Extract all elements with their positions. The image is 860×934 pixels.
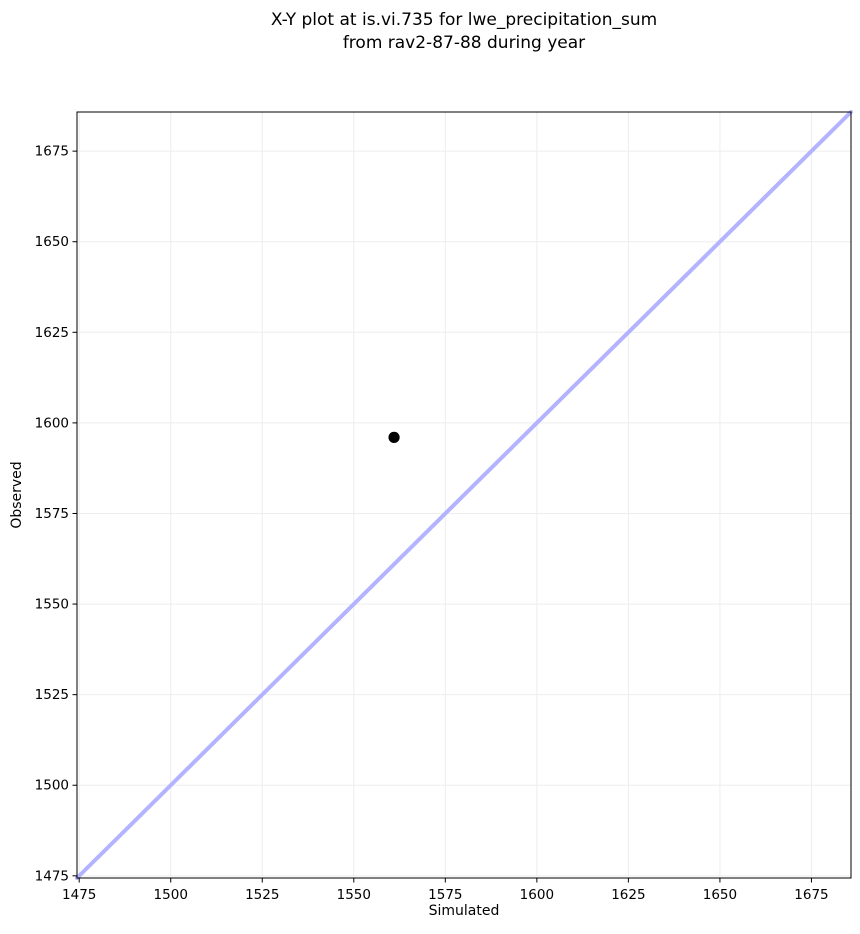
x-tick-label: 1625 xyxy=(611,887,645,903)
plot-border xyxy=(76,111,852,879)
y-tick-label: 1500 xyxy=(35,778,69,794)
data-point xyxy=(388,431,400,443)
x-axis-label: Simulated xyxy=(428,903,500,919)
x-tick-label: 1650 xyxy=(703,887,737,903)
y-tick-label: 1475 xyxy=(35,868,69,884)
y-tick-label: 1525 xyxy=(35,687,69,703)
x-tick-label: 1600 xyxy=(520,887,554,903)
y-axis-label: Observed xyxy=(9,461,25,529)
y-tick-label: 1600 xyxy=(35,415,69,431)
identity-line xyxy=(75,110,853,880)
chart-title-line-2: from rav2-87-88 during year xyxy=(342,33,586,53)
y-tick-label: 1625 xyxy=(35,325,69,341)
chart-title-line-1: X-Y plot at is.vi.735 for lwe_precipitat… xyxy=(270,10,658,30)
x-tick-label: 1525 xyxy=(245,887,279,903)
chart-title: X-Y plot at is.vi.735 for lwe_precipitat… xyxy=(77,9,851,55)
x-tick-label: 1500 xyxy=(154,887,188,903)
x-tick-label: 1550 xyxy=(337,887,371,903)
y-tick-label: 1675 xyxy=(35,144,69,160)
x-tick-label: 1475 xyxy=(62,887,96,903)
y-tick-label: 1650 xyxy=(35,234,69,250)
x-tick-label: 1575 xyxy=(428,887,462,903)
x-tick-label: 1675 xyxy=(794,887,828,903)
y-tick-label: 1575 xyxy=(35,506,69,522)
y-tick-label: 1550 xyxy=(35,597,69,613)
